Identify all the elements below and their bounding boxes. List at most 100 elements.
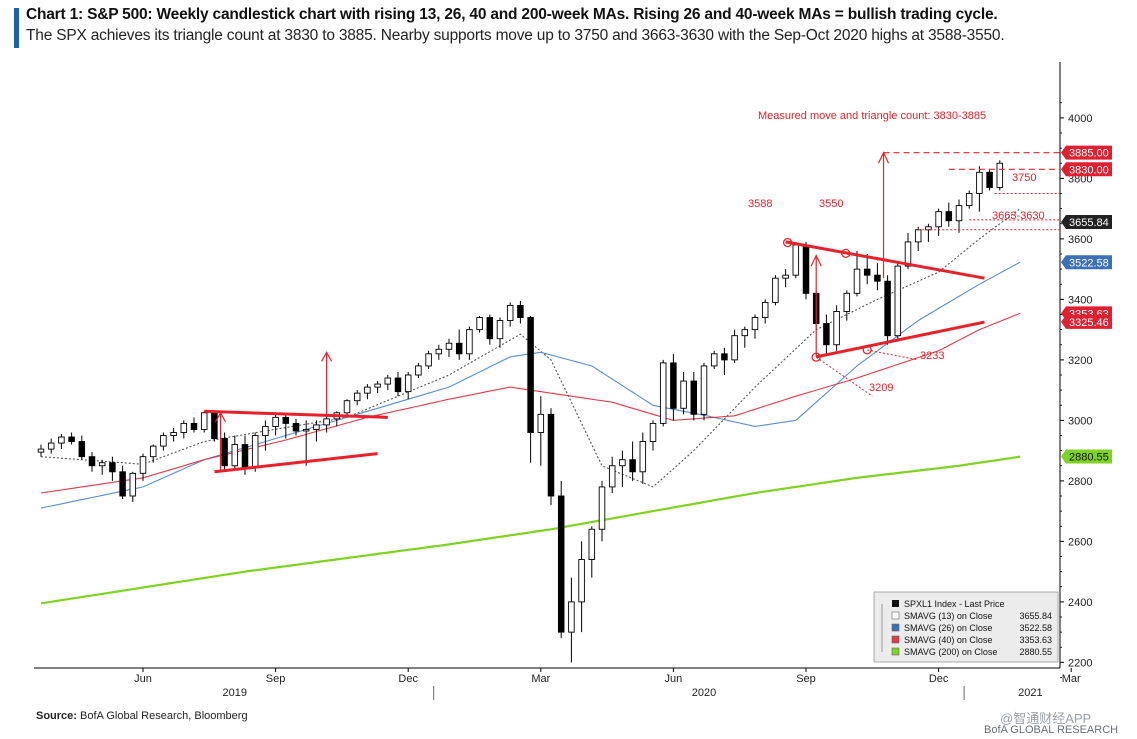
legend-swatch [891,611,900,620]
candle-body [955,205,963,222]
legend-value: 3522.58 [1019,623,1052,633]
candle-body [792,244,800,276]
candle-body [211,412,218,439]
candle-body [384,377,392,385]
arrow-2019-target [321,351,333,362]
candle-body [200,412,208,430]
annotation-3209: 3209 [869,382,893,394]
candle-body [435,348,443,355]
annotation-3750: 3750 [1012,172,1036,184]
leader-3209 [815,356,873,397]
source-line: Source: BofA Global Research, Bloomberg [36,710,248,722]
legend-swatch [891,647,900,656]
y-tick-label: 3600 [1068,234,1092,246]
candle-body [874,274,881,282]
candle-body [996,162,1004,188]
legend-value: 3655.84 [1019,611,1052,621]
candle-body [68,436,75,443]
brand-footer: BofA GLOBAL RESEARCH [984,724,1119,736]
candle-body [670,362,677,409]
candle-body [486,317,494,340]
price-tag-text: 3655.84 [1069,217,1109,229]
price-tag-text: 3325.46 [1069,317,1109,329]
candle-body [823,323,830,346]
arrow-2020 [810,254,822,267]
candle-body [884,280,891,337]
candle-body [598,486,606,530]
triangle-2020-upper [785,240,985,280]
x-tick-label: Dec [398,673,418,685]
price-tag-text: 3522.58 [1069,257,1109,269]
candle-body [425,353,432,367]
candle-body [721,353,728,361]
price-tag-text: 2880.55 [1069,452,1109,464]
legend-label: SMAVG (200) on Close [904,647,997,657]
candle-body [47,442,55,450]
candle-body [394,377,402,393]
candle-body [527,317,534,433]
candle-body [78,441,86,458]
candle-body [802,244,810,294]
triangle-2019-upper [204,409,388,419]
candle-body [476,317,483,331]
annotation-3550: 3550 [819,198,843,210]
price-tag [1061,314,1112,329]
candle-body [364,386,371,394]
y-tick-label: 3000 [1068,415,1092,427]
candle-body [731,335,738,361]
candle-body [170,432,177,436]
x-tick-label: Mar [531,673,550,685]
watermark: @智通财经APP [1000,711,1092,726]
candle-body [578,559,585,603]
candle-body [231,444,239,467]
candle-body [241,444,249,468]
candle-body [160,435,167,447]
point-3550 [841,248,851,259]
price-tag-text: 3830.00 [1069,164,1109,176]
legend-label: SMAVG (13) on Close [904,611,992,621]
candle-body [710,353,718,367]
price-tag [1061,162,1112,177]
year-label: 2019 [223,687,247,699]
chart-axes: 2200 2400 2600 2800 3000 3200 3400 3600 3800 4000… [34,62,1092,700]
candle-body [557,495,565,633]
triangle-2019-lower [214,452,378,474]
candle-body [139,456,147,474]
candles [37,160,1004,663]
candle-body [98,462,106,467]
x-tick-label: Sep [266,673,286,685]
title-accent-bar [14,8,19,48]
candle-body [455,342,463,355]
legend-value: 2880.55 [1019,647,1052,657]
candle-body [272,416,279,427]
candle-body [323,418,330,426]
x-tick-label: Mar [1062,673,1081,685]
candle-body [374,383,381,388]
price-tags: 3885.003830.003655.843522.583353.633325.… [1061,145,1112,464]
candle-body [649,422,657,442]
candle-body [190,422,198,430]
candle-body [608,465,616,488]
y-tick-label: 3400 [1068,294,1092,306]
candle-body [761,301,769,318]
candle-body [751,317,759,331]
candle-body [180,422,188,433]
candle-body [925,226,932,231]
candle-body [629,459,636,473]
candle-body [986,171,993,188]
y-tick-label: 2200 [1068,657,1092,669]
candle-body [343,400,351,414]
candle-body [680,380,687,409]
legend-value: 3353.63 [1019,635,1052,645]
annotations: Measured move and triangle count: 3830-3… [204,110,1060,474]
candle-body [149,445,157,458]
arrow-2019 [214,411,227,423]
ma-line-3 [40,455,1021,605]
candle-body [517,304,524,318]
annotation-count: Measured move and triangle count: 3830-3… [758,110,986,122]
y-tick-label: 2600 [1068,536,1092,548]
candle-body [659,362,667,424]
candle-body [741,329,749,337]
candle-body [547,413,555,497]
candle-body [772,277,779,303]
